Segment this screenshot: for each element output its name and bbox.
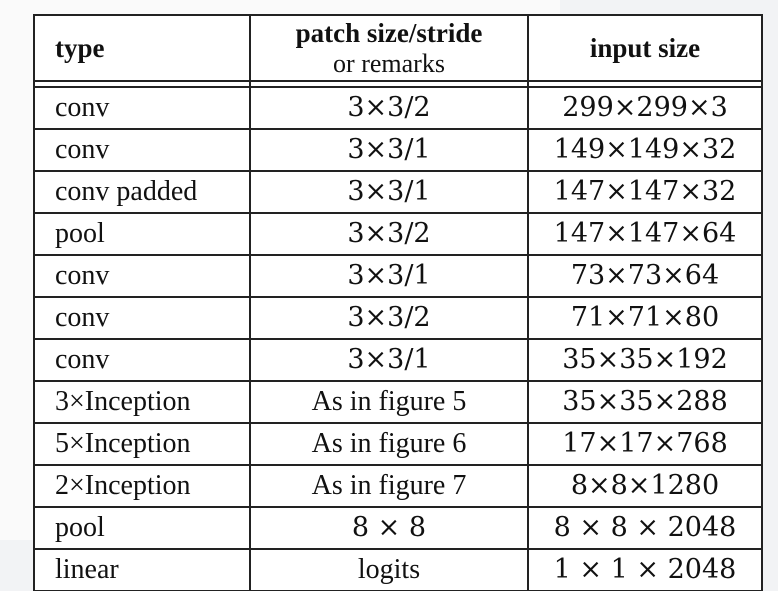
- cell-patch: 3×3/2: [249, 212, 529, 256]
- header-patch-line1: patch size/stride: [295, 18, 483, 48]
- cell-input-size: 149×149×32: [527, 128, 763, 172]
- table-row: conv 3×3/2 71×71×80: [33, 296, 763, 340]
- cell-type: pool: [33, 506, 251, 550]
- table-row: 5×Inception As in figure 6 17×17×768: [33, 422, 763, 466]
- cell-type: conv: [33, 296, 251, 340]
- cell-patch: 3×3/1: [249, 128, 529, 172]
- table-row: pool 3×3/2 147×147×64: [33, 212, 763, 256]
- header-separator: [33, 80, 763, 87]
- cell-type: linear: [33, 548, 251, 591]
- table-row: 3×Inception As in figure 5 35×35×288: [33, 380, 763, 424]
- architecture-table: type patch size/stride or remarks input …: [33, 14, 763, 591]
- separator-cell: [249, 80, 529, 87]
- table-row: conv 3×3/2 299×299×3: [33, 86, 763, 130]
- cell-type: conv: [33, 254, 251, 298]
- header-type: type: [33, 14, 251, 82]
- header-patch-line2: or remarks: [333, 49, 445, 78]
- cell-input-size: 35×35×192: [527, 338, 763, 382]
- cell-type: conv: [33, 338, 251, 382]
- cell-patch: As in figure 5: [249, 380, 529, 424]
- separator-cell: [527, 80, 763, 87]
- cell-type: 5×Inception: [33, 422, 251, 466]
- cell-input-size: 147×147×32: [527, 170, 763, 214]
- cell-input-size: 17×17×768: [527, 422, 763, 466]
- cell-input-size: 73×73×64: [527, 254, 763, 298]
- cell-patch: 3×3/1: [249, 338, 529, 382]
- cell-patch: As in figure 6: [249, 422, 529, 466]
- cell-input-size: 35×35×288: [527, 380, 763, 424]
- header-patch-size: patch size/stride or remarks: [249, 14, 529, 82]
- cell-input-size: 1 × 1 × 2048: [527, 548, 763, 591]
- cell-patch: logits: [249, 548, 529, 591]
- table-row: conv 3×3/1 35×35×192: [33, 338, 763, 382]
- cell-patch: As in figure 7: [249, 464, 529, 508]
- table-row: conv 3×3/1 149×149×32: [33, 128, 763, 172]
- cell-type: conv: [33, 86, 251, 130]
- table-row: 2×Inception As in figure 7 8×8×1280: [33, 464, 763, 508]
- cell-type: 2×Inception: [33, 464, 251, 508]
- cell-type: conv: [33, 128, 251, 172]
- cell-input-size: 8 × 8 × 2048: [527, 506, 763, 550]
- separator-cell: [33, 80, 251, 87]
- table-row: conv padded 3×3/1 147×147×32: [33, 170, 763, 214]
- header-input-size: input size: [527, 14, 763, 82]
- cell-input-size: 71×71×80: [527, 296, 763, 340]
- cell-input-size: 8×8×1280: [527, 464, 763, 508]
- cell-patch: 8 × 8: [249, 506, 529, 550]
- cell-patch: 3×3/1: [249, 170, 529, 214]
- table-row: pool 8 × 8 8 × 8 × 2048: [33, 506, 763, 550]
- cell-type: pool: [33, 212, 251, 256]
- cell-type: conv padded: [33, 170, 251, 214]
- cell-input-size: 299×299×3: [527, 86, 763, 130]
- table-row: conv 3×3/1 73×73×64: [33, 254, 763, 298]
- header-row: type patch size/stride or remarks input …: [33, 14, 763, 82]
- cell-type: 3×Inception: [33, 380, 251, 424]
- cell-patch: 3×3/1: [249, 254, 529, 298]
- cell-input-size: 147×147×64: [527, 212, 763, 256]
- cell-patch: 3×3/2: [249, 86, 529, 130]
- cell-patch: 3×3/2: [249, 296, 529, 340]
- table-row: linear logits 1 × 1 × 2048: [33, 548, 763, 591]
